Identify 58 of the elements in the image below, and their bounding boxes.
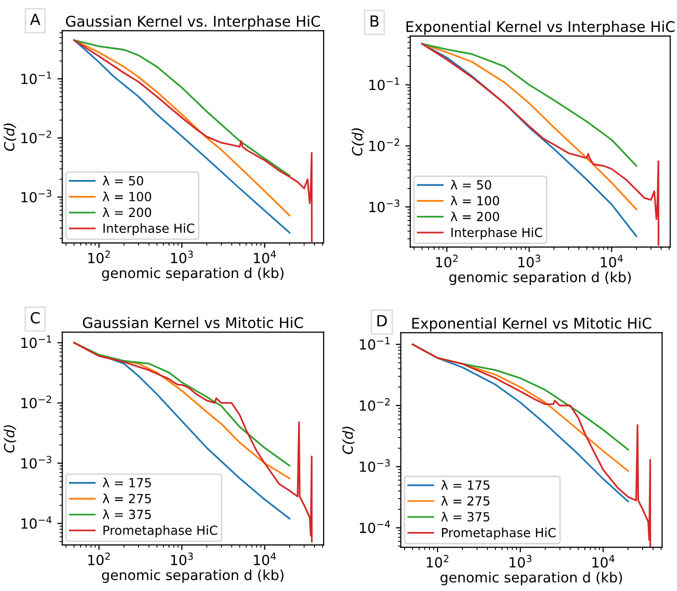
legend-label: λ = 100 bbox=[102, 192, 152, 202]
x-tick-label: 10$^{4}$ bbox=[254, 250, 276, 264]
legend-label: λ = 50 bbox=[102, 176, 144, 186]
x-tick-label: 10$^{3}$ bbox=[171, 250, 193, 264]
y-tick-label: 10$^{−3}$ bbox=[369, 200, 400, 212]
y-tick-label: 10$^{−4}$ bbox=[21, 516, 52, 529]
legend-label: Prometaphase HiC bbox=[442, 528, 556, 540]
y-tick-label: 10$^{−4}$ bbox=[360, 520, 390, 534]
x-tick-label: 10$^{3}$ bbox=[171, 552, 193, 566]
chart-title: Exponential Kernel vs Mitotic HiC bbox=[412, 317, 652, 332]
x-tick-label: 10$^{3}$ bbox=[510, 554, 532, 568]
y-tick-label: 10$^{−2}$ bbox=[369, 138, 400, 152]
x-tick-label: 10$^{2}$ bbox=[436, 254, 458, 268]
legend-label: λ = 200 bbox=[450, 212, 500, 222]
chart-title: Gaussian Kernel vs. Interphase HiC bbox=[66, 15, 320, 30]
y-axis-title: C(d) bbox=[342, 426, 355, 454]
y-tick-label: 10$^{−2}$ bbox=[21, 396, 52, 408]
legend-label: λ = 175 bbox=[441, 480, 490, 490]
chart-title: Gaussian Kernel vs Mitotic HiC bbox=[82, 316, 304, 328]
y-axis-title: C(d) bbox=[4, 425, 16, 453]
x-tick-label: 10$^{4}$ bbox=[600, 254, 623, 268]
text: B bbox=[370, 16, 379, 27]
legend-label: Prometaphase HiC bbox=[104, 525, 218, 538]
x-tick-label: 10$^{2}$ bbox=[88, 250, 110, 264]
text: C bbox=[30, 312, 40, 324]
legend-label: λ = 175 bbox=[102, 478, 151, 488]
text: D bbox=[377, 315, 387, 326]
legend-label: λ = 375 bbox=[441, 512, 490, 522]
x-axis-title: genomic separation d (kb) bbox=[102, 267, 284, 281]
chart-title: Exponential Kernel vs Interphase HiC bbox=[406, 20, 675, 35]
y-tick-label: 10$^{−1}$ bbox=[369, 78, 400, 90]
legend-label: λ = 375 bbox=[102, 509, 151, 520]
y-axis-title: C(d) bbox=[4, 124, 16, 151]
y-tick-label: 10$^{−2}$ bbox=[360, 398, 390, 411]
legend-label: Interphase HiC bbox=[451, 227, 542, 240]
legend-label: Interphase HiC bbox=[104, 223, 194, 236]
x-axis-title: genomic separation d (kb) bbox=[102, 569, 284, 583]
x-tick-label: 10$^{4}$ bbox=[592, 555, 614, 568]
text: A bbox=[30, 14, 40, 25]
legend-label: λ = 200 bbox=[102, 207, 152, 218]
x-tick-label: 10$^{4}$ bbox=[254, 552, 276, 566]
x-axis-title: genomic separation d (kb) bbox=[449, 272, 631, 286]
y-tick-label: 10$^{−3}$ bbox=[21, 456, 52, 469]
y-tick-label: 10$^{−3}$ bbox=[21, 190, 52, 202]
legend-label: λ = 50 bbox=[450, 180, 492, 190]
x-tick-label: 10$^{3}$ bbox=[518, 254, 540, 268]
y-tick-label: 10$^{−2}$ bbox=[21, 130, 52, 144]
y-tick-label: 10$^{−1}$ bbox=[21, 336, 52, 348]
x-tick-label: 10$^{2}$ bbox=[426, 554, 448, 568]
y-tick-label: 10$^{−1}$ bbox=[21, 72, 52, 84]
y-tick-label: 10$^{−1}$ bbox=[360, 337, 390, 350]
x-axis-title: genomic separation d (kb) bbox=[440, 572, 622, 586]
legend-label: λ = 275 bbox=[102, 494, 151, 504]
y-axis-title: C(d) bbox=[352, 128, 364, 156]
legend-label: λ = 275 bbox=[441, 496, 490, 506]
y-tick-label: 10$^{−3}$ bbox=[360, 459, 390, 472]
x-tick-label: 10$^{2}$ bbox=[88, 552, 110, 566]
legend-label: λ = 100 bbox=[450, 196, 500, 206]
